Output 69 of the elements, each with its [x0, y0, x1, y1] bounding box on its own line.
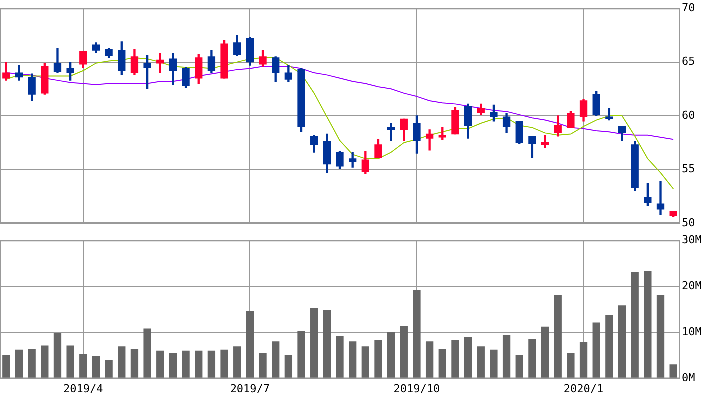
- bar: [144, 328, 152, 379]
- bar: [618, 306, 626, 379]
- bar: [208, 350, 216, 379]
- bar: [438, 348, 446, 379]
- bar: [169, 353, 178, 379]
- bar: [234, 346, 242, 379]
- candlestick: [656, 181, 665, 216]
- bar: [670, 364, 678, 379]
- bar: [182, 350, 190, 379]
- bar: [310, 308, 318, 379]
- y-tick-label: 70: [682, 1, 696, 14]
- bar: [490, 350, 498, 379]
- bar: [452, 340, 460, 379]
- bar: [156, 350, 164, 379]
- bar: [541, 326, 550, 379]
- bar: [2, 354, 10, 379]
- bar: [644, 271, 652, 379]
- y-tick-label: 20M: [682, 280, 702, 293]
- bar: [426, 342, 434, 379]
- bar: [567, 353, 575, 379]
- x-tick-label: 2019/7: [230, 382, 270, 396]
- x-tick-label: 2019/10: [394, 382, 440, 396]
- bar: [80, 354, 88, 379]
- bar: [349, 342, 357, 379]
- x-tick-label: 2019/4: [64, 382, 104, 396]
- bar: [554, 296, 562, 379]
- bar: [413, 290, 421, 379]
- bar: [272, 342, 280, 379]
- bar: [387, 332, 396, 379]
- bar: [400, 326, 408, 379]
- y-tick-label: 10M: [682, 326, 702, 339]
- x-tick-label: 2020/1: [564, 382, 604, 396]
- bar: [606, 315, 614, 379]
- bar: [54, 333, 62, 379]
- bar: [374, 340, 382, 379]
- bar: [362, 346, 370, 379]
- bar: [464, 337, 472, 379]
- y-tick-label: 55: [682, 162, 696, 176]
- bar: [220, 350, 228, 379]
- bar: [105, 360, 113, 379]
- y-tick-label: 30M: [682, 233, 702, 246]
- bar: [284, 354, 293, 379]
- bar: [41, 346, 49, 379]
- y-tick-label: 0M: [682, 372, 696, 385]
- bar: [323, 310, 331, 379]
- bar: [28, 348, 36, 379]
- bar: [118, 346, 126, 379]
- bar: [130, 348, 139, 379]
- bar: [516, 354, 524, 379]
- bar: [246, 311, 254, 379]
- bar: [580, 342, 588, 379]
- bar: [656, 296, 665, 379]
- bar: [528, 339, 536, 379]
- bar: [336, 336, 344, 379]
- bar: [66, 346, 74, 379]
- y-tick-label: 50: [682, 216, 696, 230]
- bar: [592, 322, 600, 379]
- bar: [259, 353, 267, 379]
- bar: [631, 272, 639, 379]
- candlestick: [387, 123, 396, 142]
- bar: [477, 346, 485, 379]
- bar: [15, 350, 24, 379]
- candlestick: [541, 135, 550, 149]
- bar: [92, 356, 100, 379]
- y-tick-label: 65: [682, 55, 696, 68]
- bar: [502, 335, 511, 379]
- bar: [195, 350, 203, 379]
- bar: [298, 331, 306, 379]
- y-tick-label: 60: [682, 108, 696, 122]
